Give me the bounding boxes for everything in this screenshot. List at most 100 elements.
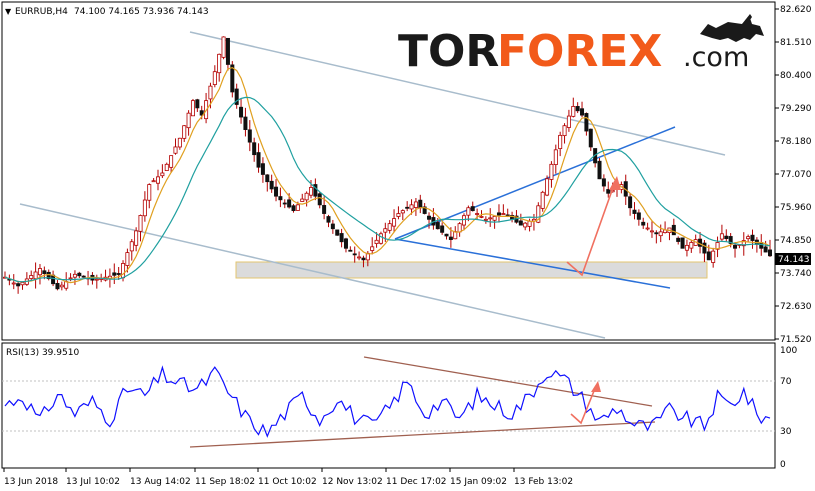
candle-body xyxy=(37,268,42,276)
candle-body xyxy=(387,223,392,231)
candle-body xyxy=(750,234,755,241)
candle-body xyxy=(313,184,318,197)
candle-body xyxy=(243,116,248,130)
candle-body xyxy=(536,205,541,223)
candle-body xyxy=(396,213,401,217)
candle-body xyxy=(182,125,187,139)
candle-body xyxy=(81,275,86,278)
candle-body xyxy=(475,213,480,215)
rsi-tick-label: 100 xyxy=(780,346,797,356)
candle-body xyxy=(580,108,585,116)
rsi-upper-trendline xyxy=(363,356,653,407)
candle-body xyxy=(339,233,344,243)
price-tick-label: 75.960 xyxy=(780,203,812,213)
candle-body xyxy=(702,242,707,254)
candle-body xyxy=(116,273,121,275)
svg-text:.com: .com xyxy=(683,42,749,73)
candle-body xyxy=(549,163,554,180)
candle-body xyxy=(357,256,362,259)
rsi-label: RSI(13) 39.9510 xyxy=(6,348,79,358)
candle-body xyxy=(562,125,567,137)
candle-body xyxy=(566,115,571,128)
candle-body xyxy=(125,252,130,266)
forecast-arrow-price xyxy=(566,176,621,277)
price-tick-label: 82.620 xyxy=(780,5,812,15)
candle-body xyxy=(409,204,414,210)
current-price-tag: 74.143 xyxy=(775,253,811,265)
candle-body xyxy=(724,235,729,240)
candle-body xyxy=(641,221,646,226)
price-tick-label: 74.850 xyxy=(780,236,812,246)
candle-body xyxy=(378,233,383,244)
candle-body xyxy=(479,216,484,218)
candle-body xyxy=(278,196,283,201)
candle-body xyxy=(129,241,134,252)
candle-body xyxy=(689,242,694,249)
candle-body xyxy=(29,275,34,279)
candle-body xyxy=(317,193,322,206)
time-axis: 13 Jun 2018 13 Jul 10:02 13 Aug 14:02 11 Se… xyxy=(3,468,573,487)
rsi-tick-label: 70 xyxy=(780,377,792,387)
candle-body xyxy=(177,137,182,148)
candle-body xyxy=(164,163,169,172)
candle-body xyxy=(11,282,16,285)
candle-body xyxy=(413,201,418,208)
channel-upper-line xyxy=(189,31,726,156)
candle-body xyxy=(492,216,497,221)
candle-body xyxy=(575,106,580,112)
candle-body xyxy=(763,246,768,253)
candle-body xyxy=(155,176,160,184)
svg-text:FOREX: FOREX xyxy=(497,26,662,77)
candle-body xyxy=(16,283,21,287)
instrument-label: EURRUB,H4 xyxy=(15,7,68,17)
candle-body xyxy=(173,146,178,154)
candle-body xyxy=(330,223,335,230)
time-tick-label: 12 Nov 13:02 xyxy=(322,477,383,487)
rsi-line xyxy=(4,365,771,438)
bull-icon xyxy=(700,14,764,42)
ohlc-values: 74.100 74.165 73.936 74.143 xyxy=(74,7,209,17)
candle-body xyxy=(457,223,462,233)
candle-body xyxy=(422,206,427,214)
candle-body xyxy=(322,205,327,214)
candle-body xyxy=(217,53,222,74)
candle-body xyxy=(768,249,773,257)
candle-body xyxy=(247,129,252,143)
candle-body xyxy=(221,36,226,58)
time-tick-label: 13 Jul 10:02 xyxy=(66,477,120,487)
candle-body xyxy=(186,112,191,129)
candle-body xyxy=(20,282,25,286)
candle-body xyxy=(260,163,265,175)
candle-body xyxy=(444,233,449,237)
candle-body xyxy=(295,204,300,211)
candle-body xyxy=(68,277,73,280)
candle-body xyxy=(654,232,659,235)
moving-average-slow xyxy=(4,96,771,283)
price-tick-label: 80.400 xyxy=(780,71,812,81)
candle-body xyxy=(112,272,117,276)
candle-body xyxy=(676,237,681,242)
candle-body xyxy=(606,189,611,194)
candle-body xyxy=(160,172,165,177)
candle-body xyxy=(256,152,261,168)
candle-body xyxy=(558,134,563,149)
candle-body xyxy=(121,263,126,279)
candle-body xyxy=(523,222,528,228)
candle-body xyxy=(711,250,716,263)
candle-body xyxy=(597,160,602,180)
candle-body xyxy=(239,106,244,118)
candle-body xyxy=(94,278,99,281)
candle-body xyxy=(169,155,174,168)
candle-body xyxy=(308,187,313,196)
candle-body xyxy=(684,244,689,251)
candle-body xyxy=(427,215,432,220)
candle-body xyxy=(199,110,204,116)
candle-body xyxy=(632,209,637,214)
time-tick-label: 11 Dec 17:02 xyxy=(386,477,447,487)
candle-body xyxy=(496,212,501,216)
candle-body xyxy=(138,215,143,232)
candle-body xyxy=(706,251,711,261)
candle-body xyxy=(77,272,82,277)
candle-body xyxy=(540,191,545,209)
